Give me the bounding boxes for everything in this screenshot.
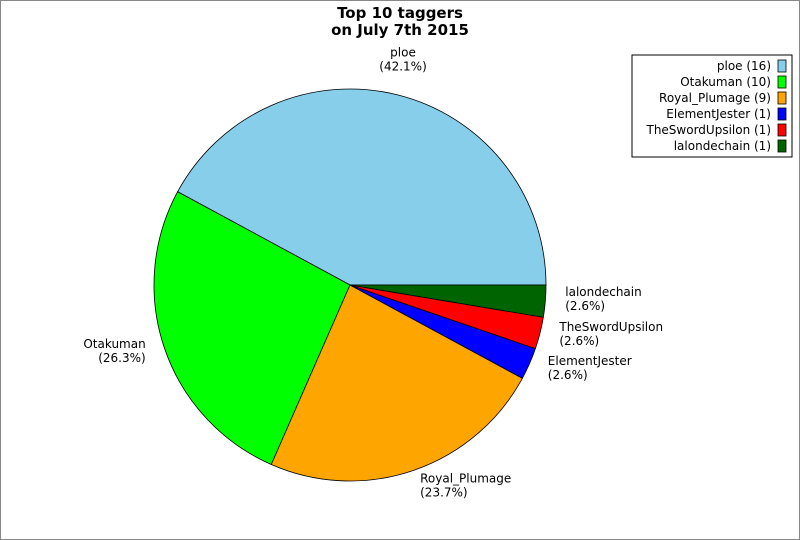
legend-swatch [777, 59, 787, 73]
pie-slice [177, 88, 547, 286]
slice-value-label: (26.3%) [98, 351, 145, 365]
chart-subtitle: on July 7th 2015 [331, 21, 469, 39]
slice-label: Otakuman [83, 337, 145, 351]
legend-label: ploe (16) [717, 59, 771, 73]
legend-swatch [777, 75, 787, 89]
slice-value-label: (2.6%) [548, 368, 588, 382]
pie-slice [349, 284, 547, 318]
slice-value-label: (23.7%) [420, 485, 467, 499]
legend-label: TheSwordUpsilon (1) [645, 123, 771, 137]
legend-swatch [777, 139, 787, 153]
legend-label: Royal_Plumage (9) [659, 91, 771, 105]
slice-value-label: (2.6%) [565, 299, 605, 313]
legend-swatch [777, 91, 787, 105]
chart-title: Top 10 taggers [337, 4, 463, 22]
slice-label: lalondechain [565, 285, 641, 299]
pie-slice [270, 284, 523, 482]
legend-label: Otakuman (10) [680, 75, 771, 89]
slice-label: TheSwordUpsilon [558, 320, 663, 334]
slice-value-label: (2.6%) [559, 334, 599, 348]
slice-label: Royal_Plumage [420, 471, 511, 485]
slice-label: ploe [390, 46, 416, 60]
legend-box [631, 54, 793, 158]
legend-label: ElementJester (1) [666, 107, 771, 121]
legend-label: lalondechain (1) [674, 139, 771, 153]
legend-swatch [777, 123, 787, 137]
slice-value-label: (42.1%) [379, 60, 426, 74]
legend-swatch [777, 107, 787, 121]
slice-label: ElementJester [548, 354, 632, 368]
